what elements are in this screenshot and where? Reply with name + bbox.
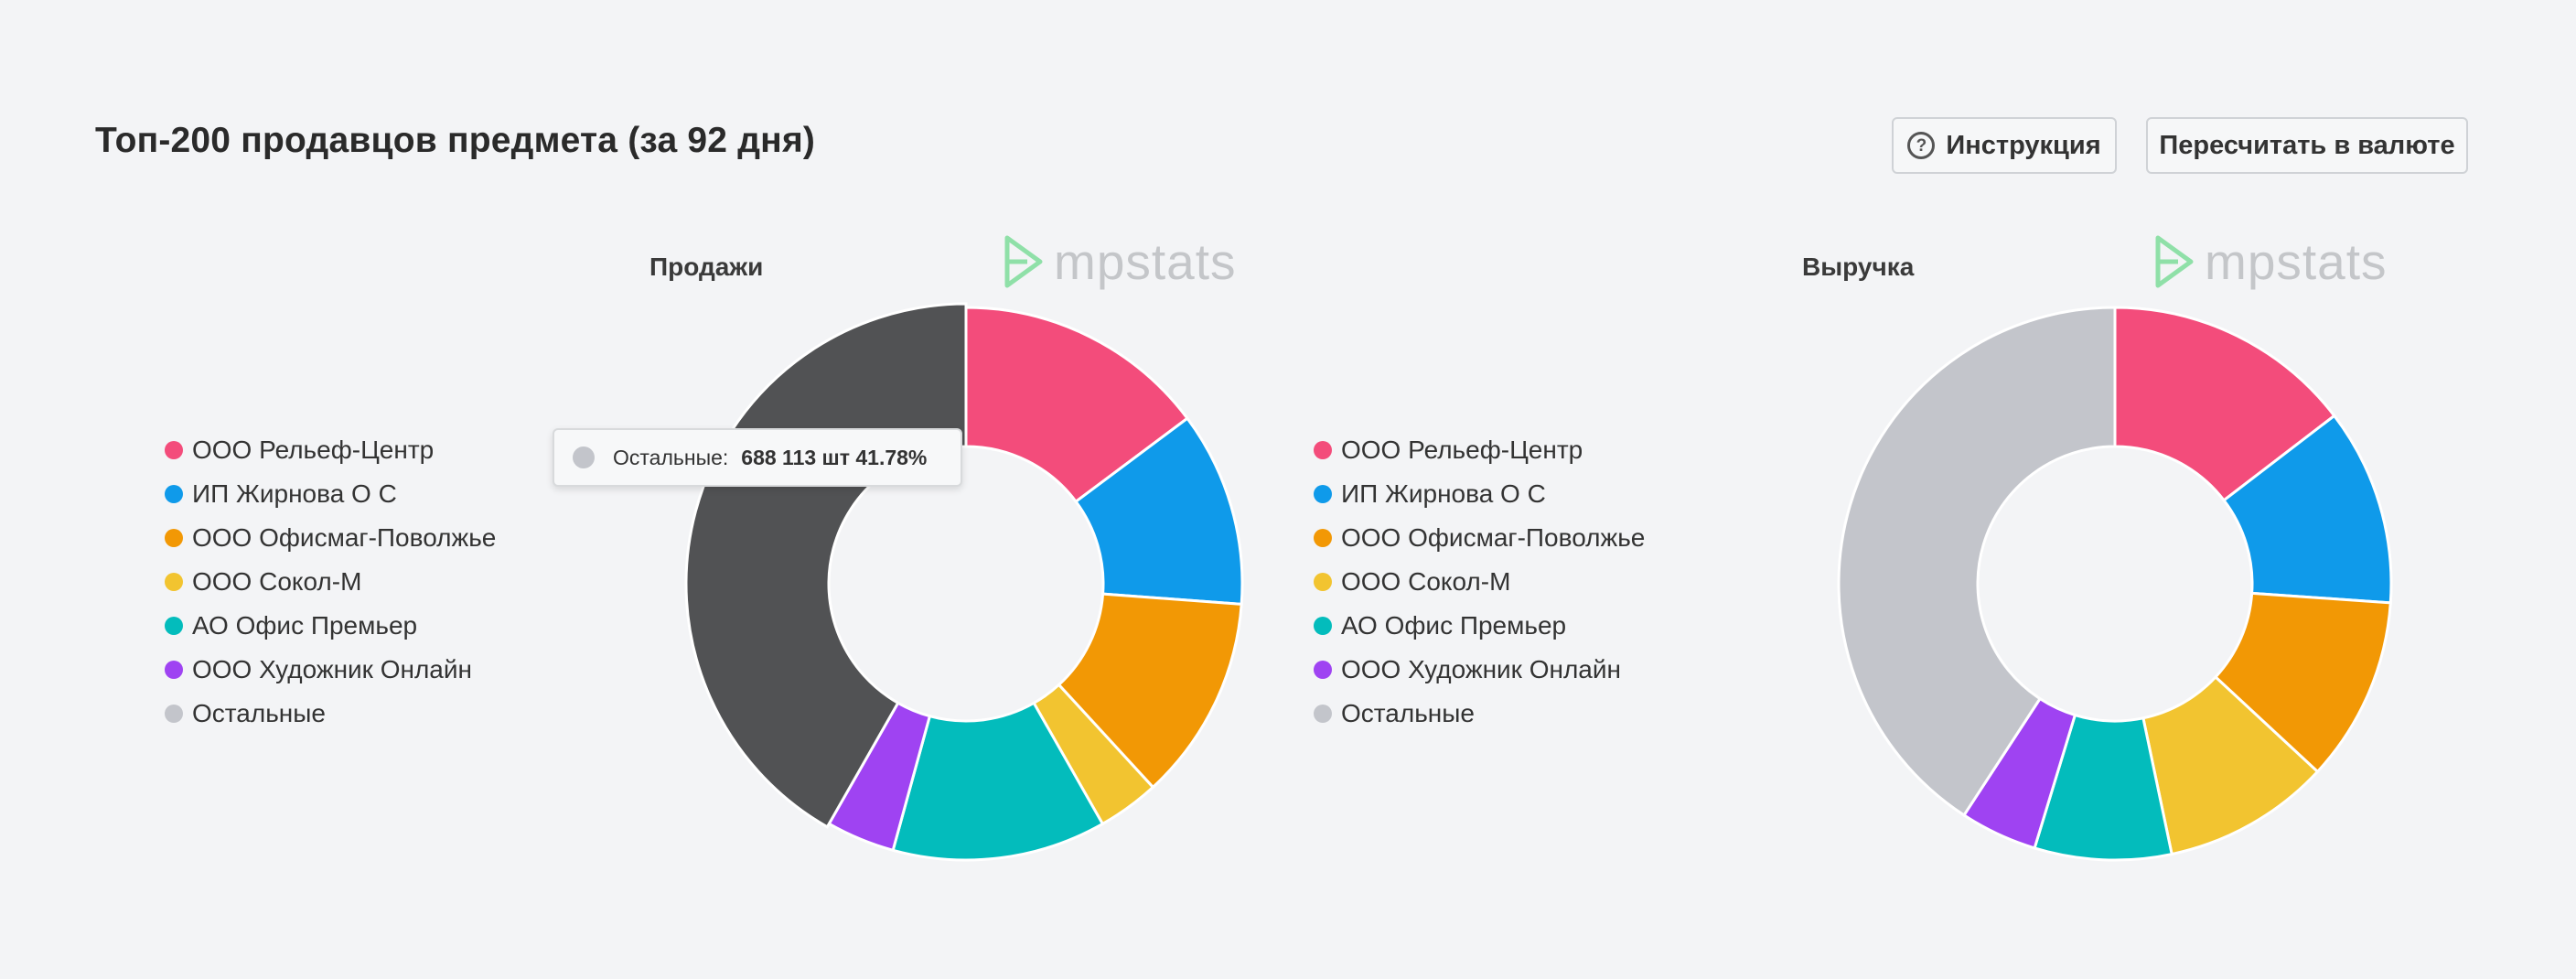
legend-revenue: ООО Рельеф-Центр ИП Жирнова О С ООО Офисма… — [1314, 428, 1645, 736]
legend-dot — [1314, 441, 1332, 459]
legend-item[interactable]: ООО Рельеф-Центр — [1314, 428, 1645, 472]
legend-dot — [1314, 573, 1332, 591]
legend-label: АО Офис Премьер — [192, 611, 418, 640]
mpstats-watermark: mpstats — [2155, 232, 2388, 291]
legend-item[interactable]: ООО Художник Онлайн — [165, 648, 496, 692]
tooltip-label: Остальные: — [613, 445, 729, 469]
mpstats-logo-icon — [2155, 235, 2194, 288]
mpstats-logo-icon — [1004, 235, 1043, 288]
legend-item[interactable]: ООО Офисмаг-Поволжье — [1314, 516, 1645, 560]
question-circle-icon: ? — [1907, 132, 1936, 159]
legend-label: ООО Художник Онлайн — [1341, 655, 1621, 683]
legend-label: ООО Рельеф-Центр — [192, 436, 435, 464]
legend-dot — [1314, 529, 1332, 547]
legend-label: ООО Художник Онлайн — [192, 655, 472, 683]
legend-dot — [1314, 485, 1332, 503]
pie-slice-остальные[interactable] — [1837, 306, 2117, 818]
instruction-button-label: Инструкция — [1946, 130, 2101, 160]
legend-dot — [165, 705, 183, 723]
legend-item[interactable]: АО Офис Премьер — [165, 604, 496, 648]
pie-slice-ооо-рельеф-центр[interactable] — [2113, 306, 2336, 502]
legend-label: ООО Сокол-М — [192, 567, 362, 596]
chart-title-sales: Продажи — [649, 253, 764, 281]
legend-item[interactable]: ООО Художник Онлайн — [1314, 648, 1645, 692]
recalc-currency-button-label: Пересчитать в валюте — [2159, 130, 2455, 160]
legend-label: ООО Рельеф-Центр — [1341, 436, 1583, 464]
pie-slice-ооо-рельеф-центр[interactable] — [964, 306, 1190, 504]
legend-dot — [165, 617, 183, 635]
chart-title-revenue: Выручка — [1802, 253, 1915, 281]
legend-item[interactable]: ООО Сокол-М — [165, 560, 496, 604]
revenue-donut-chart — [1837, 306, 2393, 862]
legend-dot — [165, 441, 183, 459]
chart-tooltip: Остальные: 688 113 шт 41.78% — [553, 428, 962, 487]
legend-item[interactable]: Остальные — [165, 692, 496, 736]
legend-dot — [1314, 661, 1332, 679]
legend-dot — [165, 573, 183, 591]
legend-label: ООО Сокол-М — [1341, 567, 1511, 596]
legend-item[interactable]: ООО Рельеф-Центр — [165, 428, 496, 472]
legend-item[interactable]: Остальные — [1314, 692, 1645, 736]
pie-slice-ооо-офисмаг-поволжье[interactable] — [2213, 591, 2392, 774]
legend-label: ИП Жирнова О С — [192, 479, 397, 508]
tooltip-value: 688 113 шт 41.78% — [741, 445, 928, 469]
legend-label: Остальные — [192, 699, 326, 727]
pie-slice-ип-жирнова-о-с[interactable] — [2221, 414, 2393, 605]
pie-slice-ао-офис-премьер[interactable] — [891, 701, 1105, 862]
legend-item[interactable]: ООО Офисмаг-Поволжье — [165, 516, 496, 560]
sales-donut-chart — [684, 302, 1244, 862]
legend-item[interactable]: АО Офис Премьер — [1314, 604, 1645, 648]
instruction-button[interactable]: ? Инструкция — [1892, 117, 2117, 174]
legend-dot — [165, 485, 183, 503]
recalc-currency-button[interactable]: Пересчитать в валюте — [2146, 117, 2468, 174]
legend-dot — [1314, 617, 1332, 635]
legend-label: ООО Офисмаг-Поволжье — [192, 523, 497, 552]
legend-label: ООО Офисмаг-Поволжье — [1341, 523, 1646, 552]
legend-dot — [165, 529, 183, 547]
legend-item[interactable]: ООО Сокол-М — [1314, 560, 1645, 604]
legend-label: ИП Жирнова О С — [1341, 479, 1546, 508]
legend-dot — [1314, 705, 1332, 723]
legend-item[interactable]: ИП Жирнова О С — [1314, 472, 1645, 516]
page-title: Топ-200 продавцов предмета (за 92 дня) — [95, 121, 816, 160]
mpstats-watermark: mpstats — [1004, 232, 1237, 291]
legend-label: Остальные — [1341, 699, 1475, 727]
legend-item[interactable]: ИП Жирнова О С — [165, 472, 496, 516]
legend-label: АО Офис Премьер — [1341, 611, 1567, 640]
legend-dot — [165, 661, 183, 679]
tooltip-dot — [573, 446, 595, 468]
legend-sales: ООО Рельеф-Центр ИП Жирнова О С ООО Офисма… — [165, 428, 496, 736]
